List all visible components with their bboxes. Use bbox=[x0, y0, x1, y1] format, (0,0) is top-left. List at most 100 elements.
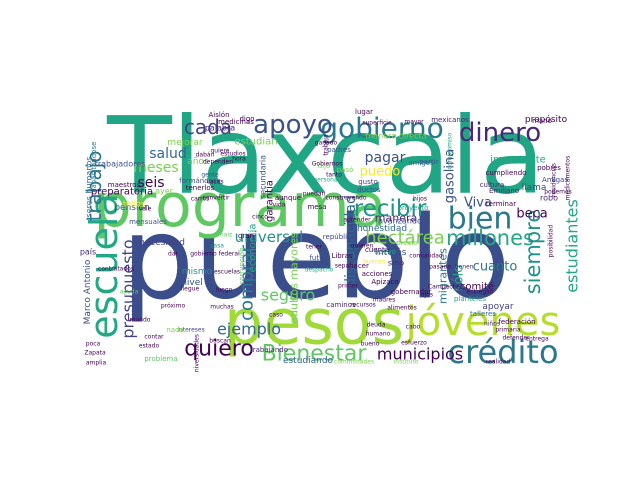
cloud-word: formándose bbox=[179, 177, 221, 185]
cloud-word: garantía bbox=[264, 180, 276, 222]
cloud-word: digo bbox=[239, 115, 254, 123]
cloud-word: tenerlos bbox=[186, 184, 215, 192]
cloud-word: dijo bbox=[318, 162, 331, 170]
cloud-word: comunidades bbox=[334, 359, 374, 366]
cloud-word: hijos bbox=[413, 196, 427, 203]
cloud-word: tienen bbox=[454, 264, 473, 271]
cloud-word: acciones bbox=[362, 270, 393, 278]
cloud-word: pasó bbox=[337, 166, 354, 174]
cloud-word: Viva bbox=[464, 196, 492, 211]
cloud-word: millones bbox=[446, 226, 534, 250]
cloud-word: humano bbox=[366, 331, 391, 338]
cloud-word: dabán bbox=[196, 152, 215, 159]
cloud-word: cinco bbox=[252, 214, 268, 221]
cloud-word: realidad bbox=[486, 359, 511, 366]
cloud-word: carros bbox=[191, 196, 209, 203]
cloud-word: ejemplo bbox=[217, 320, 281, 339]
cloud-word: secundaria bbox=[259, 155, 268, 199]
cloud-word: seguro bbox=[261, 286, 316, 305]
cloud-word: medicamentos bbox=[565, 156, 572, 200]
cloud-word: cuenta bbox=[365, 246, 389, 254]
cloud-word: pobres bbox=[537, 164, 561, 172]
cloud-word: necesidad bbox=[139, 238, 185, 248]
cloud-word: maestros bbox=[108, 181, 141, 189]
cloud-word: tener bbox=[306, 244, 323, 251]
cloud-word: contratados bbox=[98, 266, 134, 273]
cloud-word: comité bbox=[460, 281, 494, 293]
cloud-word: pensión bbox=[114, 202, 149, 213]
cloud-word: maíz bbox=[218, 232, 232, 239]
cloud-word: mayor bbox=[404, 119, 424, 126]
cloud-word: trabajadores bbox=[95, 160, 146, 169]
cloud-word: meses bbox=[133, 160, 178, 176]
cloud-word: mismo bbox=[182, 267, 213, 277]
cloud-word: casa bbox=[210, 243, 224, 250]
cloud-word: gobernador bbox=[391, 288, 432, 296]
word-cloud: Tlaxcala pueblo programa pesos jóvenes crédit… bbox=[80, 106, 580, 372]
cloud-word: caminos bbox=[326, 301, 356, 309]
cloud-word: discapacidad bbox=[343, 195, 359, 287]
cloud-word: gusto bbox=[358, 178, 378, 186]
cloud-word: personas bbox=[313, 177, 340, 184]
cloud-word: posibilidad bbox=[548, 225, 555, 258]
cloud-word: quiero bbox=[184, 337, 254, 362]
cloud-word: importante bbox=[490, 155, 546, 166]
cloud-word: partir bbox=[419, 158, 438, 166]
cloud-word: Campeche bbox=[428, 284, 460, 291]
cloud-word: superficie bbox=[362, 120, 392, 127]
cloud-word: migrantes bbox=[437, 248, 450, 304]
cloud-word: manera bbox=[375, 212, 417, 225]
cloud-word: alimentos bbox=[387, 305, 417, 312]
cloud-word: sino bbox=[388, 259, 404, 268]
cloud-word: palabra bbox=[205, 124, 235, 133]
cloud-word: madres bbox=[373, 297, 395, 304]
cloud-word: propósito bbox=[525, 114, 568, 125]
cloud-word: problema bbox=[144, 355, 177, 363]
cloud-word: llama bbox=[522, 183, 547, 193]
cloud-word: nada bbox=[166, 326, 183, 334]
cloud-word: preparatoria bbox=[91, 187, 153, 198]
cloud-word: gasolina bbox=[443, 149, 458, 203]
cloud-word: estudiantes bbox=[563, 199, 581, 293]
cloud-word: ayuda bbox=[120, 289, 139, 296]
cloud-word: cada bbox=[184, 115, 232, 139]
cloud-word: lugar bbox=[355, 108, 373, 116]
cloud-word: cuanto bbox=[473, 260, 518, 275]
cloud-word: instituto bbox=[394, 359, 419, 366]
cloud-word: sepa bbox=[335, 263, 350, 270]
cloud-word: Libras bbox=[331, 252, 352, 260]
cloud-word: muchas bbox=[210, 304, 234, 311]
cloud-word: dinero bbox=[459, 118, 541, 148]
cloud-word: municipios bbox=[377, 345, 463, 364]
cloud-word: buscan bbox=[209, 338, 231, 345]
cloud-word: despacho bbox=[305, 267, 334, 274]
cloud-word: podemos bbox=[544, 189, 572, 196]
cloud-word: Apizaco bbox=[371, 278, 398, 286]
cloud-word: contar bbox=[144, 334, 164, 341]
cloud-word: años bbox=[187, 157, 209, 167]
cloud-word: llegue bbox=[181, 286, 200, 293]
cloud-word: mexicanos bbox=[431, 116, 469, 124]
cloud-word: federación bbox=[498, 318, 535, 326]
cloud-word: esfuerzo bbox=[401, 340, 427, 347]
cloud-word: mesa bbox=[307, 203, 326, 211]
cloud-word: dar bbox=[168, 251, 178, 258]
cloud-word: aprender bbox=[343, 217, 371, 224]
cloud-word: país bbox=[80, 248, 96, 257]
cloud-word: trabaja bbox=[323, 134, 330, 156]
cloud-word: Amigas bbox=[542, 176, 568, 184]
cloud-word: nuevo bbox=[374, 248, 396, 256]
cloud-word: dependen bbox=[203, 159, 233, 166]
cloud-word: escuelas bbox=[214, 269, 240, 276]
cloud-word: trabajando bbox=[250, 346, 288, 354]
cloud-word: sólo bbox=[452, 265, 467, 291]
cloud-word: economía bbox=[247, 224, 259, 273]
cloud-word: estudios bbox=[220, 151, 245, 158]
cloud-word: recursos bbox=[350, 302, 376, 309]
cloud-word: corrupción bbox=[238, 247, 246, 284]
cloud-word: hacer bbox=[349, 262, 369, 270]
cloud-word: construyendo bbox=[325, 195, 366, 202]
cloud-word: escuela bbox=[82, 193, 126, 338]
cloud-word: gran bbox=[238, 232, 254, 240]
cloud-word: gente bbox=[201, 172, 219, 179]
